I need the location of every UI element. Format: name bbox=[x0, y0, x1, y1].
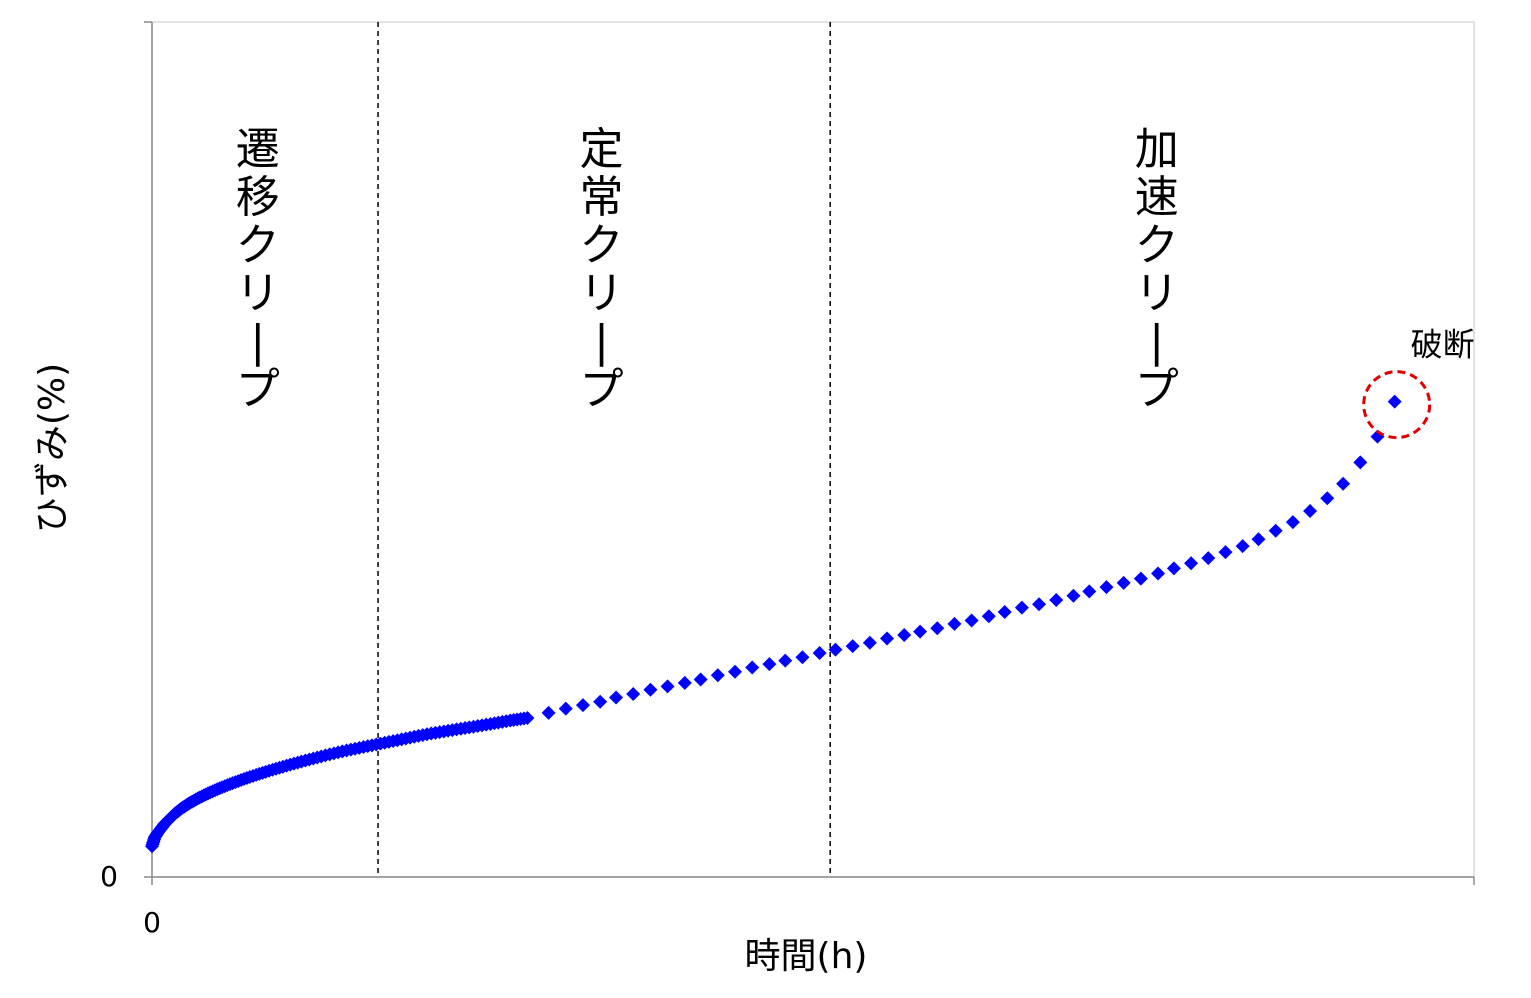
y-tick-label-0: 0 bbox=[100, 860, 118, 893]
data-point bbox=[913, 624, 928, 639]
data-point bbox=[1166, 561, 1181, 576]
data-point bbox=[880, 631, 895, 646]
data-point bbox=[1014, 600, 1029, 615]
fracture-label: 破断 bbox=[1411, 326, 1475, 364]
data-point bbox=[1303, 504, 1318, 519]
data-point bbox=[828, 642, 843, 657]
fracture-marker-circle bbox=[1362, 370, 1432, 440]
data-point bbox=[626, 687, 641, 702]
data-point bbox=[558, 701, 573, 716]
data-point bbox=[1133, 571, 1148, 586]
data-point bbox=[1353, 455, 1368, 470]
data-point bbox=[1251, 532, 1266, 547]
data-point bbox=[693, 672, 708, 687]
data-point bbox=[1184, 556, 1199, 571]
y-axis-label: ひずみ(%) bbox=[32, 363, 73, 533]
data-point bbox=[762, 657, 777, 672]
data-point bbox=[677, 675, 692, 690]
phase-label-2: 定常クリ|プ bbox=[579, 124, 623, 415]
data-point bbox=[1387, 394, 1402, 409]
data-point bbox=[1066, 588, 1081, 603]
phase-labels: 遷移クリ|プ 定常クリ|プ 加速クリ|プ bbox=[236, 124, 1179, 415]
data-point bbox=[728, 664, 743, 679]
data-point bbox=[745, 660, 760, 675]
fracture-annotation: 破断 bbox=[1362, 326, 1475, 440]
data-point bbox=[964, 613, 979, 628]
data-point bbox=[947, 616, 962, 631]
data-point bbox=[1336, 476, 1351, 491]
data-points bbox=[145, 394, 1402, 854]
data-point bbox=[812, 645, 827, 660]
data-point bbox=[981, 609, 996, 624]
data-point bbox=[845, 639, 860, 654]
data-point bbox=[862, 635, 877, 650]
data-point bbox=[575, 698, 590, 713]
data-point bbox=[795, 650, 810, 665]
phase-boundaries bbox=[377, 22, 831, 877]
data-point bbox=[1320, 491, 1335, 506]
data-point bbox=[1218, 545, 1233, 560]
data-point bbox=[520, 710, 535, 725]
data-point bbox=[1099, 580, 1114, 595]
data-point bbox=[710, 668, 725, 683]
data-point bbox=[541, 705, 556, 720]
phase-label-1: 遷移クリ|プ bbox=[236, 124, 280, 415]
data-point bbox=[1235, 539, 1250, 554]
data-point bbox=[1285, 515, 1300, 530]
data-point bbox=[997, 604, 1012, 619]
data-point bbox=[1268, 523, 1283, 538]
data-point bbox=[660, 679, 675, 694]
data-point bbox=[1116, 575, 1131, 590]
x-tick-label-0: 0 bbox=[143, 906, 161, 939]
data-point bbox=[1151, 566, 1166, 581]
data-point bbox=[1082, 584, 1097, 599]
phase-label-3: 加速クリ|プ bbox=[1135, 124, 1179, 415]
data-point bbox=[643, 682, 658, 697]
data-point bbox=[609, 690, 624, 705]
data-point bbox=[593, 694, 608, 709]
data-point bbox=[1032, 597, 1047, 612]
data-point bbox=[778, 653, 793, 668]
data-point bbox=[930, 621, 945, 636]
data-point bbox=[1201, 551, 1216, 566]
data-point bbox=[897, 628, 912, 643]
x-axis-label: 時間(h) bbox=[745, 936, 868, 977]
data-point bbox=[1049, 592, 1064, 607]
